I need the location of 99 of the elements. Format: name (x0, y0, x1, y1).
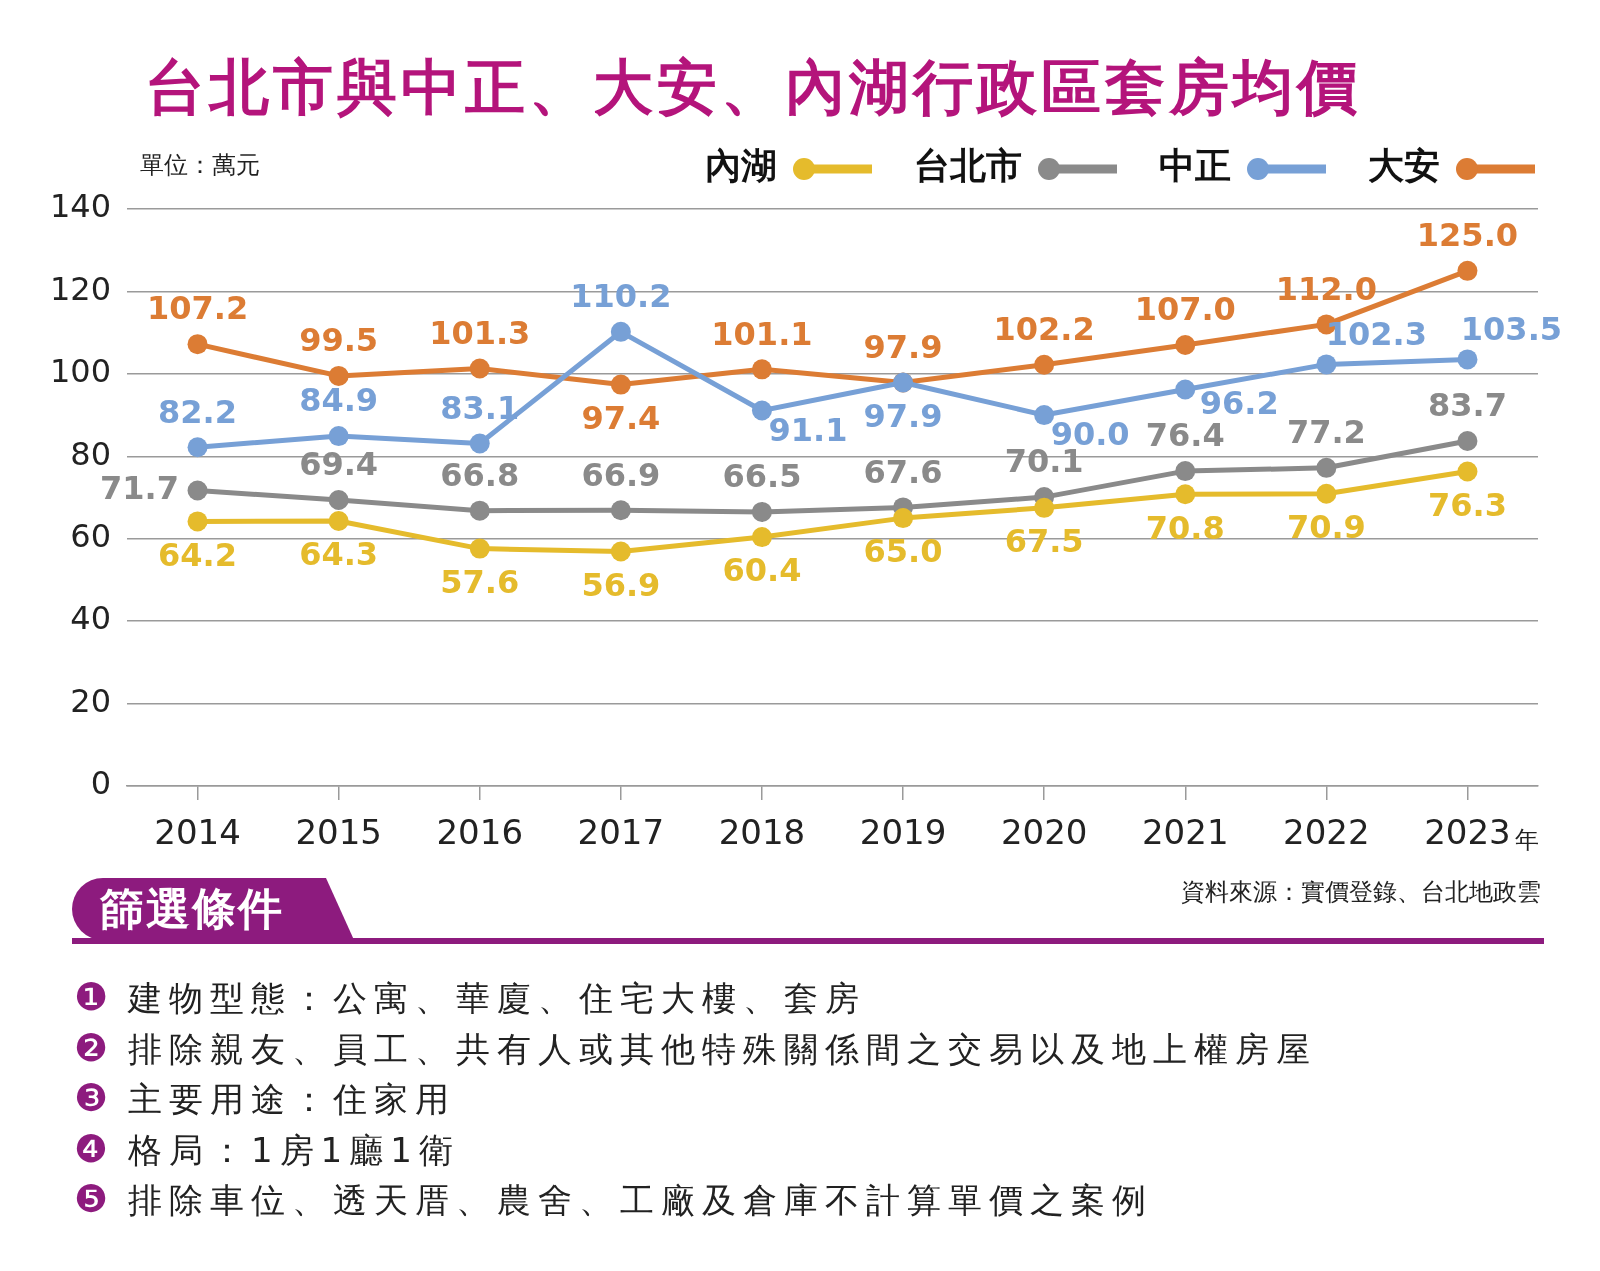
point (1175, 484, 1196, 505)
y-tick-label: 60 (70, 517, 111, 556)
point (1175, 335, 1196, 356)
point (187, 480, 208, 501)
data-label: 56.9 (581, 565, 661, 604)
data-label: 112.0 (1275, 269, 1377, 308)
point (751, 501, 772, 522)
legend-label: 內湖 (705, 145, 777, 187)
data-label: 97.9 (863, 396, 943, 435)
data-label: 57.6 (440, 562, 520, 601)
y-tick-label: 120 (49, 269, 111, 308)
x-tick-label: 2015 (295, 812, 382, 853)
point (328, 489, 349, 510)
y-tick-label: 140 (49, 187, 111, 226)
point (610, 541, 631, 562)
data-label: 83.1 (440, 388, 520, 427)
legend-label: 大安 (1368, 145, 1440, 187)
point (1175, 379, 1196, 400)
x-axis-title: 年 (1514, 826, 1539, 855)
data-label: 125.0 (1416, 216, 1519, 255)
data-label: 107.0 (1134, 290, 1236, 329)
data-label: 84.9 (299, 381, 379, 420)
point (1034, 497, 1055, 518)
data-label: 66.5 (722, 457, 802, 496)
x-tick-label: 2022 (1283, 812, 1370, 853)
x-tick-label: 2014 (154, 812, 241, 853)
y-tick-label: 100 (49, 352, 111, 391)
point (328, 365, 349, 386)
data-label: 64.2 (158, 535, 238, 574)
point (1316, 354, 1337, 375)
y-tick-label: 20 (70, 681, 111, 720)
point (610, 321, 631, 342)
data-label: 66.9 (581, 455, 661, 494)
data-label: 66.8 (440, 456, 520, 494)
data-label: 70.8 (1145, 508, 1225, 547)
x-tick-label: 2023 (1424, 812, 1511, 853)
x-tick-label: 2019 (859, 812, 947, 853)
point (469, 538, 490, 559)
point (1457, 461, 1478, 482)
point (751, 359, 772, 380)
text: ❷ 排除親友、員工、共有人或其他特殊關係間之交易以及地上權房屋 (74, 1025, 1317, 1070)
text: 篩選條件 (100, 883, 284, 934)
data-label: 69.4 (299, 445, 379, 484)
point (893, 508, 914, 529)
x-tick-label: 2021 (1141, 812, 1229, 853)
legend-label: 台北市 (914, 145, 1022, 187)
data-label: 67.6 (863, 452, 943, 491)
data-label: 101.3 (429, 313, 531, 352)
data-label: 83.7 (1427, 386, 1507, 425)
point (328, 426, 349, 447)
point (1175, 461, 1196, 482)
point (187, 511, 208, 532)
point (187, 334, 208, 355)
y-tick-label: 40 (70, 599, 111, 638)
chart-title: 台北市與中正、大安、內湖行政區套房均價 (145, 52, 1361, 122)
text: ❶ 建物型態：公寓、華廈、住宅大樓、套房 (74, 975, 866, 1019)
data-label: 91.1 (768, 410, 848, 449)
point (1316, 457, 1337, 478)
text: ❸ 主要用途：住家用 (74, 1076, 456, 1120)
point (751, 527, 772, 548)
x-tick-label: 2017 (577, 812, 665, 853)
text: ❹ 格局：1房1廳1衛 (74, 1126, 460, 1171)
data-label: 107.2 (146, 289, 249, 328)
point (469, 358, 490, 379)
legend-label: 中正 (1159, 145, 1231, 187)
point (610, 374, 631, 395)
data-label: 97.4 (581, 398, 661, 437)
data-label: 67.5 (1004, 522, 1084, 561)
point (1457, 349, 1478, 370)
data-label: 97.9 (863, 327, 943, 366)
data-label: 70.9 (1286, 508, 1366, 547)
data-label: 76.3 (1427, 485, 1507, 524)
data-label: 103.5 (1460, 309, 1563, 348)
data-label: 64.3 (299, 535, 379, 574)
data-label: 101.1 (711, 314, 813, 353)
source-note: 資料來源：實價登錄、台北地政雲 (1181, 878, 1541, 906)
point (1457, 431, 1478, 452)
point (187, 437, 208, 458)
data-label: 102.3 (1325, 314, 1427, 353)
x-tick-label: 2016 (436, 812, 524, 853)
point (1034, 354, 1055, 375)
data-label: 99.5 (299, 321, 379, 360)
point (469, 500, 490, 521)
point (328, 510, 349, 531)
point (1316, 483, 1337, 504)
data-label: 82.2 (158, 392, 238, 431)
y-tick-label: 0 (90, 764, 111, 803)
point (610, 500, 631, 521)
data-label: 60.4 (722, 551, 802, 590)
text: ❺ 排除車位、透天厝、農舍、工廠及倉庫不計算單價之案例 (74, 1177, 1153, 1221)
x-tick-label: 2020 (1000, 812, 1088, 853)
y-axis-title: 單位：萬元 (140, 151, 260, 180)
data-label: 77.2 (1286, 413, 1366, 452)
data-label: 102.2 (993, 310, 1095, 349)
point (469, 433, 490, 454)
point (751, 400, 772, 421)
x-tick-label: 2018 (718, 812, 806, 853)
data-label: 65.0 (863, 532, 943, 571)
point (1457, 260, 1478, 281)
